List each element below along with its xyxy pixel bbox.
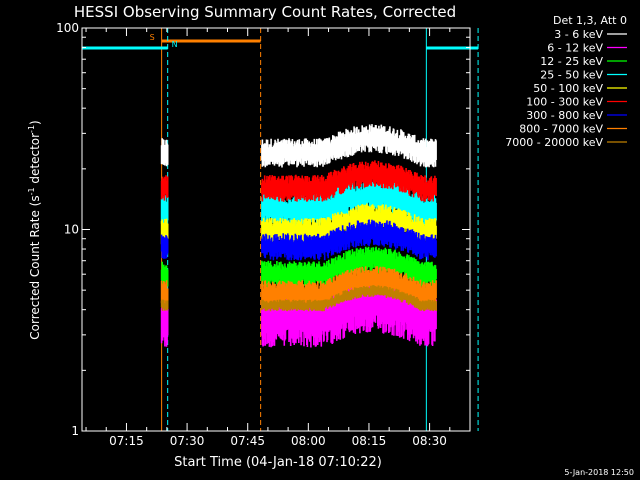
series-trace-7 <box>160 266 437 308</box>
x-tick-label-2: 07:45 <box>230 434 265 448</box>
legend-label-6: 300 - 800 keV <box>526 109 603 122</box>
legend-label-7: 800 - 7000 keV <box>519 123 603 136</box>
y-tick-label-2: 100 <box>56 21 79 35</box>
series-trace-0 <box>160 124 437 168</box>
x-tick-label-5: 08:30 <box>412 434 447 448</box>
series-trace-8 <box>160 285 437 312</box>
chart-title: HESSI Observing Summary Count Rates, Cor… <box>74 3 456 21</box>
legend-label-5: 100 - 300 keV <box>526 96 603 109</box>
legend-label-0: 3 - 6 keV <box>554 28 603 41</box>
series-trace-5 <box>160 160 437 202</box>
x-tick-label-1: 07:30 <box>170 434 205 448</box>
series-trace-3 <box>160 179 437 227</box>
legend-label-8: 7000 - 20000 keV <box>505 136 603 149</box>
plot-area: SN <box>81 28 479 431</box>
y-axis-label: Corrected Count Rate (s-1 detector-1) <box>27 120 42 339</box>
marker-label-0: S <box>150 33 155 42</box>
legend-label-2: 12 - 25 keV <box>540 55 603 68</box>
x-tick-label-4: 08:15 <box>352 434 387 448</box>
series-trace-6 <box>160 219 437 261</box>
marker-label-1: N <box>172 40 178 49</box>
x-axis-label: Start Time (04-Jan-18 07:10:22) <box>174 455 382 470</box>
axes: 07:15 07:30 07:45 08:00 08:15 08:30 1 10 100 <box>56 21 471 448</box>
x-tick-label-0: 07:15 <box>109 434 144 448</box>
legend-header: Det 1,3, Att 0 <box>553 14 627 27</box>
legend-label-4: 50 - 100 keV <box>533 82 603 95</box>
legend-label-1: 6 - 12 keV <box>547 42 603 55</box>
y-tick-label-1: 10 <box>64 223 79 237</box>
series-trace-1 <box>160 276 437 348</box>
series-trace-2 <box>160 246 437 288</box>
legend-label-3: 25 - 50 keV <box>540 69 603 82</box>
x-tick-label-3: 08:00 <box>291 434 326 448</box>
y-tick-label-0: 1 <box>71 424 79 438</box>
footer-date: 5-Jan-2018 12:50 <box>564 468 634 477</box>
